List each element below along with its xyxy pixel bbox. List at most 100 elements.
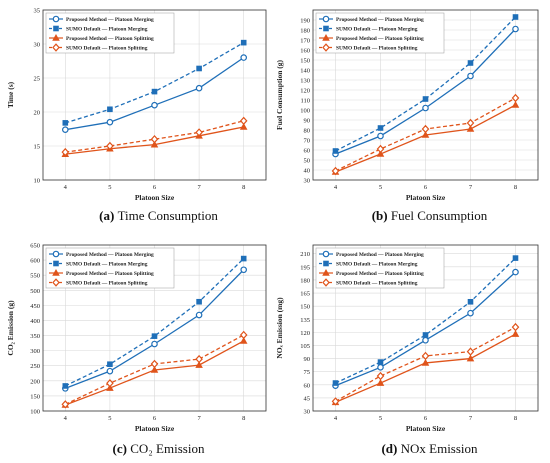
data-point <box>466 124 475 132</box>
legend-label: Proposed Method — Platoon Merging <box>66 252 154 258</box>
data-point <box>376 379 385 386</box>
data-point <box>196 65 202 72</box>
data-point <box>151 101 158 109</box>
y-axis-label: Fuel Consumption (g) <box>275 59 284 130</box>
y-tick-label: 210 <box>300 251 310 258</box>
y-tick-label: 135 <box>300 317 310 324</box>
data-point <box>151 88 158 95</box>
data-point <box>377 359 384 365</box>
plot-frame <box>312 244 539 412</box>
data-point <box>422 104 429 112</box>
data-point <box>421 351 430 361</box>
legend-marker <box>323 25 329 32</box>
chart-panel-c: 100 150 200 250 300 350 400 450 500 550 600 650 4 5 6 7… <box>6 243 267 456</box>
legend-label: SUMO Default — Platoon Merging <box>66 262 148 268</box>
y-axis-label: CO₂ Emission (g) <box>6 300 15 356</box>
legend-marker <box>52 33 60 41</box>
panel-caption: (b) Fuel Consumption <box>372 208 488 223</box>
data-point <box>466 118 475 128</box>
legend: Proposed Method — Platoon Merging SUMO De… <box>45 12 175 54</box>
legend-marker <box>322 268 330 276</box>
legend: Proposed Method — Platoon Merging SUMO De… <box>45 247 175 289</box>
x-tick-label: 4 <box>64 184 68 191</box>
data-point <box>106 384 114 391</box>
legend-marker <box>322 250 330 258</box>
y-tick-label: 60 <box>304 382 311 389</box>
y-tick-label: 200 <box>30 378 40 385</box>
y-tick-label: 550 <box>30 273 40 280</box>
data-point <box>151 340 158 348</box>
legend-marker <box>52 268 60 276</box>
caption-text: Fuel Consumption <box>391 208 488 223</box>
data-point <box>512 14 519 20</box>
legend-label: Proposed Method — Platoon Splitting <box>336 271 424 277</box>
series-1 <box>62 54 248 133</box>
data-point <box>511 330 520 337</box>
y-tick-label: 70 <box>304 138 311 145</box>
data-point <box>150 359 159 369</box>
x-tick-label: 4 <box>334 415 338 422</box>
caption-letter: (c) <box>113 441 131 456</box>
data-point <box>106 379 114 388</box>
x-tick-label: 6 <box>153 184 157 191</box>
legend-label: SUMO Default — Platoon Splitting <box>66 46 148 52</box>
y-tick-label: 400 <box>30 318 40 325</box>
legend-label: Proposed Method — Platoon Merging <box>336 17 424 23</box>
data-point <box>377 125 384 131</box>
data-point <box>512 268 519 276</box>
legend-marker <box>322 15 330 23</box>
legend-marker <box>322 43 330 52</box>
y-tick-label: 180 <box>300 277 310 284</box>
caption-letter: (a) <box>99 208 117 223</box>
y-tick-label: 350 <box>30 333 40 340</box>
legend-label: SUMO Default — Platoon Splitting <box>66 281 148 287</box>
data-point <box>377 364 384 371</box>
data-point <box>421 124 430 134</box>
x-tick-label: 7 <box>469 415 473 422</box>
data-point <box>62 120 69 126</box>
x-tick-label: 7 <box>197 184 201 191</box>
y-tick-label: 160 <box>300 48 310 55</box>
x-tick-label: 5 <box>379 184 382 191</box>
series-line <box>335 257 516 384</box>
data-point <box>467 60 474 66</box>
x-tick-label: 6 <box>424 184 428 191</box>
data-point <box>107 361 113 368</box>
y-axis-label: NOₓ Emission (mg) <box>275 297 284 359</box>
data-point <box>61 147 70 157</box>
x-axis-label: Platoon Size <box>135 193 175 202</box>
y-tick-label: 250 <box>30 363 40 370</box>
y-tick-label: 75 <box>304 369 311 376</box>
data-point <box>376 149 385 157</box>
data-point <box>240 255 247 262</box>
y-tick-label: 60 <box>304 148 311 155</box>
data-point <box>422 336 429 344</box>
data-point <box>239 330 248 340</box>
data-point <box>332 380 339 386</box>
legend-label: SUMO Default — Platoon Splitting <box>336 46 418 52</box>
data-point <box>467 298 474 305</box>
data-point <box>377 132 384 140</box>
y-tick-label: 300 <box>30 348 40 355</box>
legend-marker <box>323 260 329 267</box>
caption-text: NOx Emission <box>401 441 478 456</box>
y-tick-label: 30 <box>304 178 311 185</box>
y-tick-label: 40 <box>304 168 311 175</box>
data-point <box>376 371 385 381</box>
legend-label: Proposed Method — Platoon Splitting <box>336 36 424 42</box>
panel-caption: (d) NOx Emission <box>381 441 478 456</box>
legend-box <box>45 12 175 54</box>
data-point <box>422 96 429 102</box>
data-point <box>376 144 385 154</box>
x-tick-label: 4 <box>334 184 338 191</box>
legend-label: SUMO Default — Platoon Merging <box>336 27 418 33</box>
data-point <box>150 365 159 373</box>
data-point <box>150 135 159 144</box>
series-2 <box>62 39 247 126</box>
y-tick-label: 170 <box>300 38 310 45</box>
y-tick-label: 110 <box>300 98 310 105</box>
data-point <box>332 148 339 154</box>
y-tick-label: 120 <box>300 88 310 95</box>
